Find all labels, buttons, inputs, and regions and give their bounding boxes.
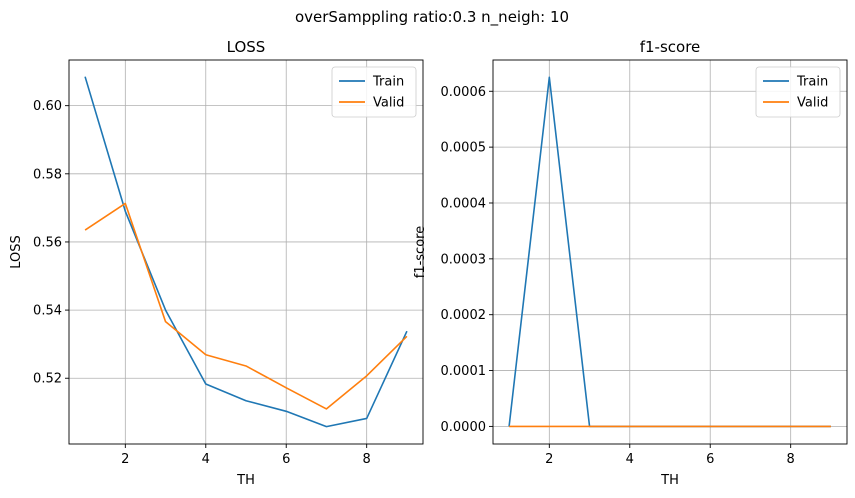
f1-legend: Train Valid: [755, 66, 841, 118]
loss-legend-label-train: Train: [372, 75, 404, 90]
loss-y-tick-label: 0.54: [33, 304, 62, 319]
f1-y-tick-label: 0.0001: [441, 364, 487, 379]
f1-legend-box: [755, 66, 841, 118]
loss-y-axis-label: LOSS: [9, 235, 24, 269]
loss-y-tick-label: 0.58: [33, 167, 62, 182]
f1-legend-label-valid: Valid: [797, 96, 828, 111]
f1-title: f1-score: [640, 38, 701, 56]
f1-score-subplot: 2 4 6 8 0.0000 0.0001 0.0002 0.0003 0.0004 0.0005…: [413, 38, 848, 488]
f1-x-tick-label: 8: [787, 452, 795, 467]
f1-x-tick-label: 4: [626, 452, 634, 467]
f1-axes-frame: [492, 59, 848, 445]
loss-axes-frame: [68, 59, 424, 445]
loss-x-tick-label: 4: [202, 452, 210, 467]
loss-subplot: 2 4 6 8 0.52 0.54 0.56 0.58 0.60 LOSS TH LOSS Train V…: [9, 38, 424, 488]
f1-x-axis-label: TH: [660, 473, 679, 488]
loss-legend-box: [331, 66, 417, 118]
f1-x-tick-label: 6: [706, 452, 714, 467]
f1-y-tick-label: 0.0000: [441, 420, 487, 435]
loss-title: LOSS: [227, 38, 266, 56]
f1-y-tick-label: 0.0005: [441, 141, 487, 156]
f1-y-tick-label: 0.0006: [441, 85, 487, 100]
loss-y-tick-label: 0.56: [33, 235, 62, 250]
loss-x-tick-label: 6: [282, 452, 290, 467]
loss-series-valid-line: [84, 202, 408, 410]
f1-y-axis-label: f1-score: [413, 226, 428, 278]
loss-y-tick-label: 0.52: [33, 372, 62, 387]
f1-x-tick-label: 2: [545, 452, 553, 467]
f1-legend-label-train: Train: [796, 75, 828, 90]
f1-y-tick-label: 0.0004: [441, 196, 487, 211]
figure-suptitle: overSamppling ratio:0.3 n_neigh: 10: [295, 8, 569, 27]
f1-y-tick-label: 0.0003: [441, 252, 487, 267]
f1-y-tick-label: 0.0002: [441, 308, 487, 323]
loss-x-tick-label: 2: [121, 452, 129, 467]
loss-y-tick-label: 0.60: [33, 99, 62, 114]
loss-x-axis-label: TH: [236, 473, 255, 488]
loss-x-tick-label: 8: [363, 452, 371, 467]
loss-legend: Train Valid: [331, 66, 417, 118]
loss-legend-label-valid: Valid: [373, 96, 404, 111]
